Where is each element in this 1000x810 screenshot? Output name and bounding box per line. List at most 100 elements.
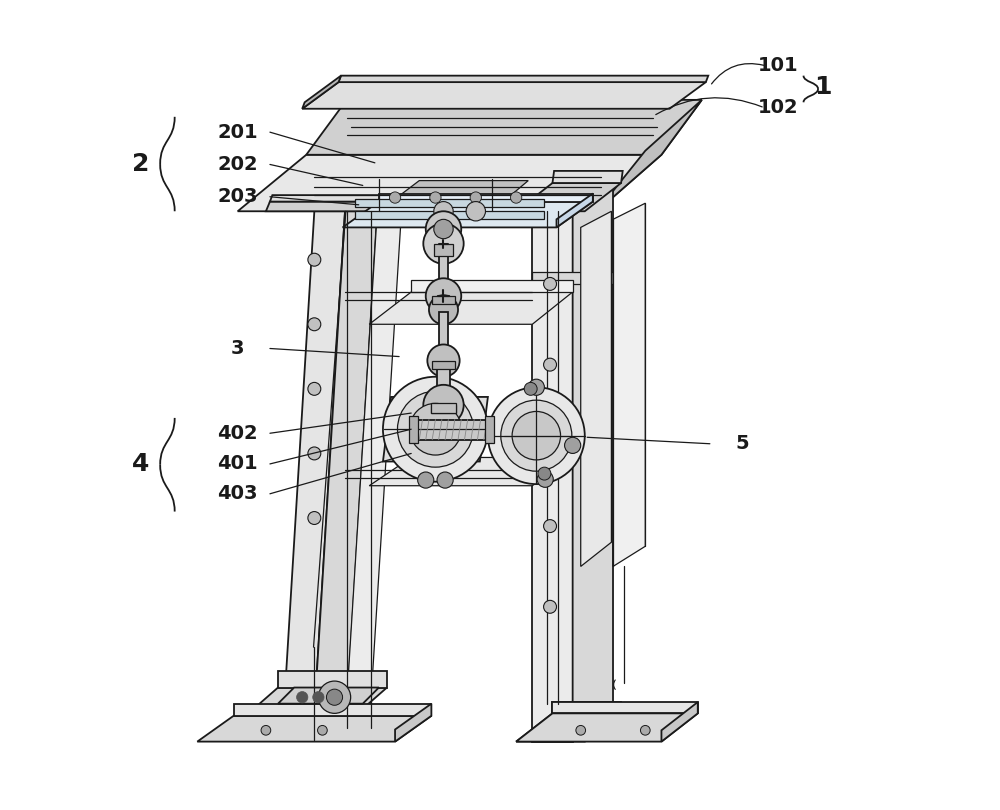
Circle shape [512,411,561,460]
Circle shape [308,318,321,330]
Circle shape [576,726,586,735]
Bar [434,244,453,256]
Polygon shape [278,688,379,704]
Circle shape [538,467,551,480]
Text: 402: 402 [217,424,258,443]
Bar [432,360,455,369]
Bar [432,296,455,304]
Circle shape [470,192,481,203]
Polygon shape [395,704,431,742]
Circle shape [501,400,572,471]
Polygon shape [302,75,341,109]
Polygon shape [661,702,698,742]
Polygon shape [270,195,385,202]
Polygon shape [302,82,706,109]
Polygon shape [355,211,544,220]
Circle shape [418,472,434,488]
Polygon shape [532,211,573,742]
Polygon shape [573,187,613,742]
Circle shape [308,447,321,460]
Circle shape [423,385,464,425]
Polygon shape [552,702,621,714]
Polygon shape [552,171,623,183]
Circle shape [544,439,557,452]
Polygon shape [383,397,488,462]
Circle shape [437,472,453,488]
Circle shape [423,224,464,264]
Polygon shape [345,211,402,728]
Circle shape [434,202,453,221]
Circle shape [308,254,321,266]
Circle shape [397,391,473,467]
Text: 102: 102 [758,99,799,117]
Text: 401: 401 [217,454,258,473]
Bar [431,403,456,413]
Polygon shape [516,183,621,211]
Polygon shape [278,671,387,688]
Polygon shape [557,194,593,228]
Circle shape [640,726,650,735]
Circle shape [544,600,557,613]
Circle shape [318,681,351,714]
Polygon shape [355,199,544,207]
Polygon shape [585,702,621,742]
Polygon shape [516,714,698,742]
Circle shape [537,471,553,488]
Circle shape [466,202,485,221]
Circle shape [308,382,321,395]
Text: 101: 101 [758,57,799,75]
Circle shape [510,192,522,203]
Polygon shape [552,702,698,714]
Circle shape [430,192,441,203]
Circle shape [528,379,544,395]
Polygon shape [282,211,345,740]
Circle shape [313,692,324,703]
Polygon shape [581,211,611,566]
Polygon shape [613,203,645,566]
Circle shape [383,377,488,482]
Circle shape [389,192,401,203]
Text: 201: 201 [217,122,258,142]
Circle shape [426,279,461,313]
Polygon shape [532,272,613,284]
Circle shape [426,211,461,247]
Polygon shape [437,369,450,401]
Polygon shape [197,716,431,742]
Text: 5: 5 [735,434,749,454]
Text: 1: 1 [814,75,832,99]
Circle shape [565,437,581,454]
Circle shape [427,344,460,377]
Polygon shape [369,458,573,486]
Circle shape [488,387,585,484]
Circle shape [318,726,327,735]
Polygon shape [414,420,489,440]
Polygon shape [439,256,448,292]
Polygon shape [339,75,708,82]
Circle shape [308,512,321,524]
Polygon shape [369,292,573,324]
Polygon shape [485,416,494,443]
Circle shape [297,692,308,703]
Text: 2: 2 [132,152,149,177]
Polygon shape [238,155,661,211]
Circle shape [434,220,453,239]
Polygon shape [439,312,448,356]
Polygon shape [234,704,431,716]
Polygon shape [516,714,621,742]
Polygon shape [343,202,593,228]
Text: 203: 203 [217,187,258,207]
Text: 3: 3 [231,339,244,358]
Polygon shape [246,688,387,716]
Polygon shape [306,100,702,155]
Circle shape [544,358,557,371]
Circle shape [544,520,557,532]
Polygon shape [313,211,377,740]
Circle shape [326,689,343,706]
Polygon shape [379,194,593,202]
Circle shape [429,295,458,324]
Polygon shape [409,416,418,443]
Polygon shape [379,181,528,211]
Polygon shape [266,202,383,211]
Circle shape [410,403,461,455]
Circle shape [261,726,271,735]
